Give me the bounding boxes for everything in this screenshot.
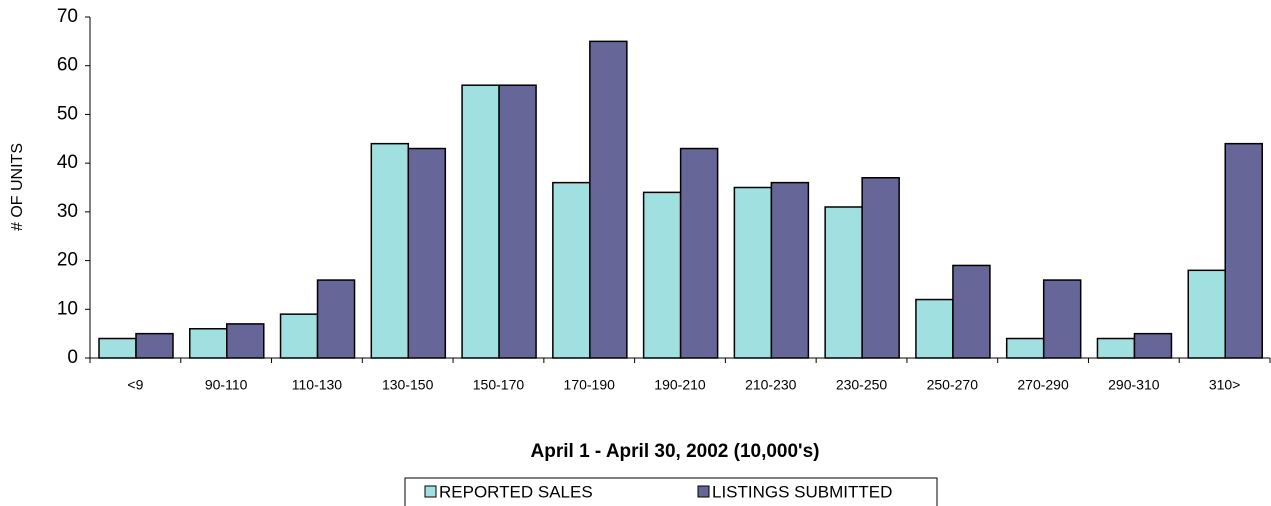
x-tick-label: <9 [127, 377, 143, 393]
bar [370, 142, 410, 359]
bar [461, 84, 500, 359]
bar [952, 264, 991, 359]
x-tick-label: 170-190 [564, 377, 616, 393]
bar [498, 84, 537, 359]
y-tick-label: 10 [57, 298, 78, 319]
bar [915, 298, 954, 359]
y-tick-label: 50 [57, 103, 78, 124]
x-tick-label: 90-110 [205, 377, 248, 393]
bar [552, 181, 591, 359]
bar [407, 147, 447, 359]
bar [679, 147, 719, 359]
x-tick-label: 110-130 [292, 377, 343, 393]
bar [861, 177, 900, 359]
bar [824, 206, 863, 359]
bar [1224, 142, 1263, 359]
y-tick-label: 70 [57, 6, 78, 27]
legend-label: LISTINGS SUBMITTED [712, 482, 892, 501]
x-axis-title: April 1 - April 30, 2002 (10,000's) [531, 441, 820, 462]
legend-swatch [697, 485, 710, 498]
bar [1133, 332, 1173, 359]
y-tick-label: 0 [67, 347, 78, 368]
bar [1096, 337, 1136, 359]
x-tick-label: 310> [1209, 377, 1241, 393]
bar [98, 337, 137, 359]
y-tick-label: 60 [57, 55, 78, 76]
legend-label: REPORTED SALES [439, 482, 593, 501]
bar [642, 191, 682, 359]
y-tick-label: 20 [57, 250, 78, 271]
x-tick-label: 230-250 [836, 377, 888, 393]
x-tick-label: 250-270 [927, 377, 979, 393]
y-tick-label: 40 [57, 152, 78, 173]
bar [189, 328, 228, 359]
x-tick-label: 190-210 [654, 377, 706, 393]
bar [1005, 337, 1045, 359]
legend-box [404, 477, 938, 506]
bar [316, 279, 356, 359]
legend-swatch [424, 485, 437, 498]
x-tick-label: 150-170 [473, 377, 525, 393]
bar [226, 323, 265, 359]
bar [279, 313, 319, 359]
bar [589, 40, 628, 359]
x-tick-label: 270-290 [1017, 377, 1069, 393]
x-tick-label: 130-150 [382, 377, 434, 393]
bar [135, 332, 174, 359]
y-axis-title: # OF UNITS [9, 143, 26, 231]
y-tick-label: 30 [57, 201, 78, 222]
bar [1042, 279, 1082, 359]
x-tick-label: 210-230 [745, 377, 797, 393]
bar [1187, 269, 1226, 359]
x-tick-label: 290-310 [1108, 377, 1160, 393]
bar [733, 186, 773, 359]
bar [770, 181, 810, 359]
